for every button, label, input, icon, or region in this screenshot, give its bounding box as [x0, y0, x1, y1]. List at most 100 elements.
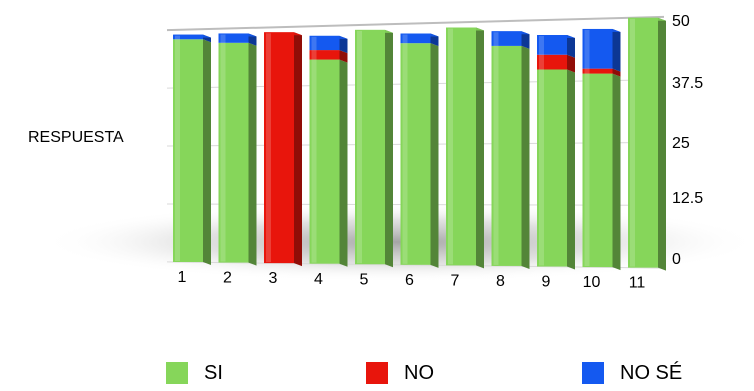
bar-side-10-1 [612, 68, 621, 77]
bar-segment-4-no-s- [309, 35, 340, 51]
y-tick-labels: 0 12.5 25 37.5 50 [672, 13, 703, 268]
bar-segment-10-si [582, 73, 613, 268]
y-tick-label: 12.5 [672, 190, 703, 207]
bar-highlight-5 [357, 30, 362, 264]
bar-6 [400, 33, 439, 268]
x-tick-label-3: 3 [269, 270, 278, 287]
bar-segment-1-si [173, 39, 203, 262]
x-tick-label-9: 9 [542, 274, 551, 291]
bar-highlight-10 [584, 29, 590, 267]
bar-top-4 [309, 35, 348, 39]
bar-segment-2-no-s- [218, 33, 249, 43]
bar-highlight-3 [266, 33, 271, 263]
bar-10 [582, 28, 621, 271]
legend-label-no-se: NO SÉ [620, 362, 683, 384]
legend-swatch-no [366, 362, 388, 384]
legend-item-no-se: NO SÉ [582, 362, 682, 384]
bar-segment-3-no [264, 32, 294, 264]
bars [173, 17, 666, 271]
x-tick-labels: 1 2 3 4 5 6 7 8 9 10 11 [178, 269, 646, 292]
bar-top-8 [491, 31, 530, 35]
bar-segment-8-si [491, 45, 522, 266]
bar-highlight-4 [311, 36, 317, 263]
bar-segment-6-no-s- [400, 33, 431, 44]
bar-side-3-1 [294, 32, 302, 267]
bar-top-6 [400, 33, 439, 37]
bar-top-3 [264, 32, 302, 36]
bar-11 [628, 17, 666, 271]
legend-item-si: SI [166, 362, 223, 384]
bar-side-9-2 [567, 35, 575, 58]
bar-4 [309, 35, 348, 267]
bar-segment-4-si [309, 59, 340, 264]
bar-highlight-9 [539, 36, 544, 266]
bar-side-11-0 [658, 17, 666, 271]
bar-segment-8-no-s- [491, 31, 522, 46]
bar-segment-4-no [309, 50, 340, 60]
bar-side-1-0 [203, 39, 211, 265]
bar-side-5-0 [385, 29, 393, 268]
y-tick-label: 0 [672, 251, 681, 268]
bar-side-8-2 [521, 31, 530, 49]
bar-2 [218, 33, 257, 266]
y-tick-label: 37.5 [672, 75, 703, 92]
bar-side-10-2 [612, 28, 621, 72]
y-tick-label: 25 [672, 135, 690, 152]
x-tick-label-1: 1 [178, 269, 187, 286]
bar-segment-2-si [218, 42, 249, 263]
bar-9 [537, 35, 575, 270]
bar-side-6-2 [430, 33, 439, 47]
bar-top-2 [218, 33, 257, 37]
bar-5 [355, 29, 393, 268]
bar-side-10-0 [612, 73, 621, 271]
bar-top-11 [628, 17, 666, 21]
y-tick-label: 50 [672, 13, 690, 30]
bar-segment-9-no-s- [537, 35, 567, 55]
legend-item-no: NO [366, 362, 434, 384]
legend-label-si: SI [204, 362, 223, 384]
bar-highlight-7 [448, 28, 453, 265]
bar-side-9-1 [567, 54, 575, 73]
x-tick-label-8: 8 [496, 273, 505, 290]
x-tick-label-10: 10 [583, 274, 601, 291]
bar-segment-5-si [355, 29, 385, 265]
x-tick-label-4: 4 [314, 271, 323, 288]
bar-top-5 [355, 29, 393, 33]
bar-segment-6-si [400, 43, 431, 265]
bar-top-7 [446, 27, 484, 31]
bar-highlight-1 [175, 35, 180, 261]
x-tick-label-7: 7 [451, 272, 460, 289]
bar-top-9 [537, 35, 575, 39]
bar-3 [264, 32, 302, 267]
bar-segment-11-si [628, 17, 658, 268]
bar-8 [491, 31, 530, 269]
bar-side-4-2 [339, 35, 348, 54]
x-tick-label-6: 6 [405, 272, 414, 289]
bar-highlight-2 [220, 34, 226, 262]
bar-side-6-0 [430, 43, 439, 268]
bar-7 [446, 27, 484, 269]
bar-side-7-0 [476, 27, 484, 269]
x-tick-label-2: 2 [223, 270, 232, 287]
bar-1 [173, 34, 211, 265]
bar-side-4-1 [339, 50, 348, 63]
x-tick-label-11: 11 [629, 275, 646, 292]
bar-segment-7-si [446, 27, 476, 266]
y-axis-label: RESPUESTA [28, 129, 124, 146]
bar-top-10 [582, 28, 621, 32]
bar-side-4-0 [339, 59, 348, 267]
bar-highlight-6 [402, 34, 408, 264]
bar-side-2-2 [248, 33, 257, 46]
bar-top-1 [173, 34, 211, 38]
legend: SI NO NO SÉ [0, 362, 754, 390]
bar-side-2-0 [248, 42, 257, 266]
bar-side-9-0 [567, 69, 575, 270]
bar-segment-9-si [537, 69, 567, 267]
bar-highlight-11 [630, 18, 635, 267]
bar-segment-10-no-s- [582, 28, 613, 69]
gridline [166, 15, 665, 32]
bar-side-8-0 [521, 45, 530, 269]
bar-segment-10-no [582, 68, 613, 74]
legend-swatch-si [166, 362, 188, 384]
